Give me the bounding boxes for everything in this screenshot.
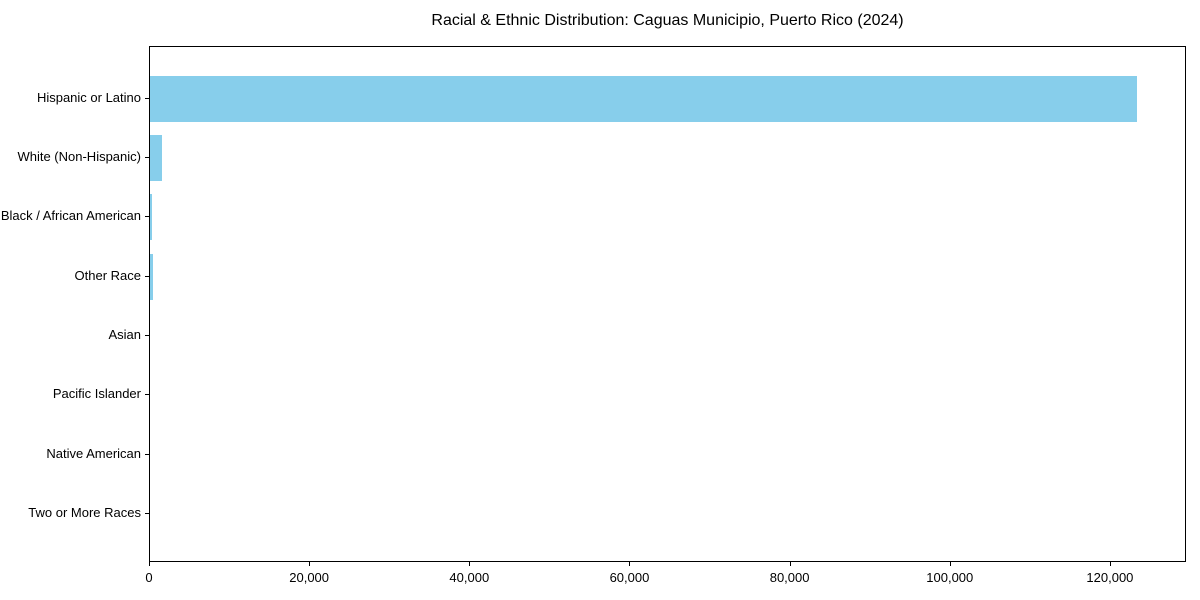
- y-tick-mark: [145, 157, 149, 159]
- bar-other-race: [150, 253, 153, 300]
- y-category-label: Pacific Islander: [52, 386, 141, 402]
- y-category-label: Black / African American: [0, 208, 141, 224]
- x-tick-label: 120,000: [1086, 570, 1134, 585]
- x-tick-mark: [149, 562, 150, 566]
- bar-black-african-american: [150, 194, 153, 241]
- x-tick-label: 0: [145, 570, 153, 585]
- x-tick-label: 80,000: [769, 570, 810, 585]
- y-category-label: Hispanic or Latino: [36, 89, 141, 105]
- y-tick-mark: [145, 335, 149, 337]
- chart-title: Racial & Ethnic Distribution: Caguas Mun…: [431, 12, 904, 29]
- y-tick-mark: [145, 394, 149, 396]
- x-tick-label: 20,000: [289, 570, 330, 585]
- y-category-label: White (Non-Hispanic): [17, 149, 141, 165]
- x-tick-mark: [949, 562, 951, 566]
- y-category-label: Native American: [46, 445, 141, 461]
- plot-area: [149, 46, 1186, 562]
- y-category-label: Other Race: [74, 267, 141, 283]
- x-tick-mark: [629, 562, 631, 566]
- x-tick-label: 100,000: [926, 570, 974, 585]
- y-tick-mark: [145, 216, 149, 218]
- y-tick-mark: [145, 453, 149, 455]
- x-tick-label: 40,000: [449, 570, 490, 585]
- y-category-label: Two or More Races: [28, 505, 141, 520]
- x-tick-mark: [469, 562, 471, 566]
- y-category-label: Asian: [108, 327, 141, 343]
- y-tick-mark: [145, 513, 149, 514]
- x-tick-mark: [789, 562, 791, 566]
- y-tick-mark: [145, 97, 149, 99]
- y-tick-mark: [145, 275, 149, 277]
- bar-hispanic-or-latino: [150, 75, 1138, 122]
- bar-white-non-hispanic: [150, 135, 163, 182]
- x-tick-mark: [1109, 562, 1111, 566]
- x-tick-label: 60,000: [609, 570, 650, 585]
- x-tick-mark: [309, 562, 311, 566]
